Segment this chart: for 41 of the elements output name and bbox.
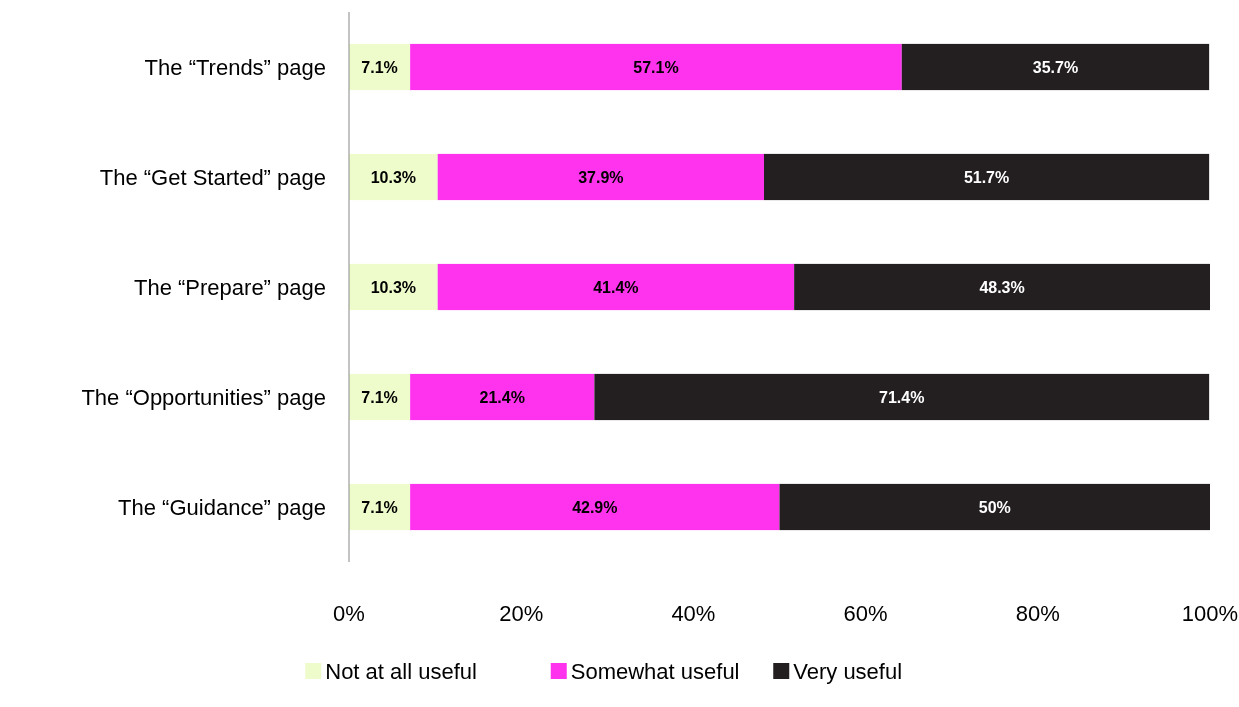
data-label: 7.1%: [361, 388, 398, 406]
data-label: 50%: [978, 498, 1011, 516]
data-label: 21.4%: [479, 388, 525, 406]
data-label: 51.7%: [963, 168, 1010, 186]
bar: [410, 373, 595, 421]
bar: [764, 153, 1210, 201]
x-tick-label: 100%: [1181, 600, 1239, 626]
legend-label: Somewhat useful: [570, 658, 740, 684]
data-label: 41.4%: [593, 278, 639, 296]
y-tick-label: The “Prepare” page: [134, 274, 326, 300]
bar: [594, 373, 1210, 421]
data-label: 71.4%: [879, 388, 925, 406]
y-tick-label: The “Trends” page: [144, 54, 326, 80]
data-label: 7.1%: [361, 58, 398, 76]
data-label: 10.3%: [370, 168, 417, 186]
bar: [349, 263, 438, 311]
data-label: 48.3%: [979, 278, 1025, 296]
data-label: 42.9%: [572, 498, 618, 516]
legend-label: Not at all useful: [325, 658, 477, 684]
bar: [410, 43, 902, 91]
bar: [437, 153, 764, 201]
x-tick-label: 20%: [499, 600, 544, 626]
data-label: 10.3%: [370, 278, 417, 296]
data-label: 57.1%: [633, 58, 679, 76]
bar: [794, 263, 1210, 311]
x-tick-label: 80%: [1015, 600, 1060, 626]
bar: [437, 263, 795, 311]
bar: [349, 153, 438, 201]
data-label: 37.9%: [578, 168, 624, 186]
x-tick-label: 60%: [843, 600, 888, 626]
legend-label: Very useful: [793, 658, 903, 684]
y-tick-label: The “Guidance” page: [118, 494, 326, 520]
data-label: 35.7%: [1032, 58, 1079, 76]
data-label: 7.1%: [361, 498, 398, 516]
bar: [410, 483, 780, 531]
x-tick-label: 0%: [333, 600, 365, 626]
y-tick-label: The “Get Started” page: [99, 164, 326, 190]
y-tick-label: The “Opportunities” page: [81, 384, 326, 410]
x-tick-label: 40%: [671, 600, 716, 626]
bar: [779, 483, 1210, 531]
bar: [901, 43, 1210, 91]
